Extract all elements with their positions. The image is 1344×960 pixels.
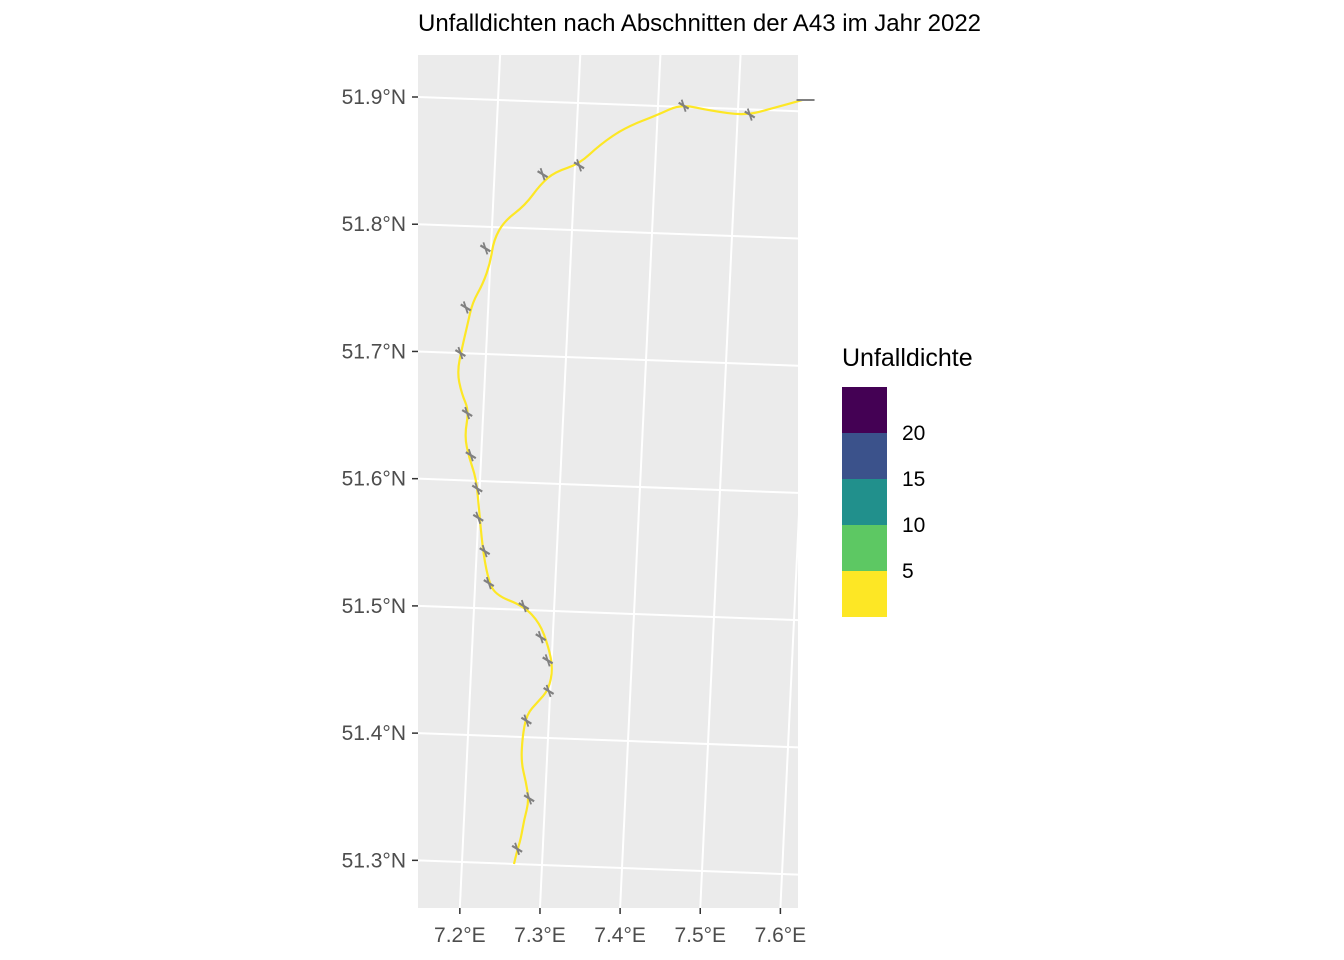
junction-16: [537, 167, 549, 181]
legend-swatch-4: [842, 525, 887, 571]
junction-0: [511, 842, 523, 856]
route-layer: [457, 98, 815, 865]
lat-tick-label-4: 51.5°N: [342, 595, 406, 618]
junction-layer: [454, 99, 756, 856]
chart-title: Unfalldichten nach Abschnitten der A43 i…: [418, 10, 982, 37]
lat-gridline-5: [417, 223, 799, 240]
lat-axis: 51.9°N 51.8°N 51.7°N 51.6°N 51.5°N 51.4°N 51.3…: [342, 86, 418, 872]
lon-axis: 7.2°E 7.3°E 7.4°E 7.5°E 7.6°E: [434, 908, 806, 947]
junction-6: [518, 599, 530, 613]
lat-gridline-0: [417, 859, 799, 876]
legend-title: Unfalldichte: [842, 344, 973, 372]
lon-tick-label-0: 7.2°E: [434, 924, 486, 947]
lon-tick-label-2: 7.4°E: [594, 924, 646, 947]
junction-15: [479, 242, 491, 255]
junction-18: [678, 99, 690, 112]
lat-gridline-4: [417, 350, 799, 367]
lon-gridline-2: [619, 54, 662, 909]
lon-tick-label-4: 7.6°E: [755, 924, 807, 947]
legend-label-10: 10: [902, 514, 926, 537]
legend-swatch-2: [842, 433, 887, 479]
junction-2: [520, 714, 532, 727]
lat-tick-label-6: 51.3°N: [342, 849, 406, 872]
legend-label-5: 5: [902, 560, 914, 583]
junction-14: [460, 301, 472, 314]
lat-tick-label-2: 51.7°N: [342, 340, 406, 363]
lon-tick-label-3: 7.5°E: [674, 924, 726, 947]
lon-gridline-1: [538, 54, 582, 909]
lon-gridline-3: [699, 54, 742, 909]
lon-gridline-4: [779, 54, 822, 909]
lat-tick-label-0: 51.9°N: [342, 86, 406, 109]
lat-tick-label-5: 51.4°N: [342, 722, 406, 745]
lat-tick-label-1: 51.8°N: [342, 213, 406, 236]
junction-12: [461, 406, 473, 420]
junction-1: [523, 792, 535, 805]
route-line: [457, 98, 803, 865]
lat-gridline-3: [417, 477, 799, 494]
legend-label-20: 20: [902, 422, 926, 445]
junction-13: [454, 346, 466, 360]
junction-19: [744, 108, 756, 121]
junction-10: [471, 482, 483, 495]
junction-17: [573, 159, 585, 172]
junction-5: [535, 630, 547, 644]
legend-swatch-1: [842, 387, 887, 433]
graticule: [417, 54, 822, 909]
legend-swatch-3: [842, 479, 887, 525]
lon-gridline-0: [458, 54, 502, 909]
junction-4: [542, 654, 554, 667]
junction-3: [543, 684, 555, 698]
legend: Unfalldichte 20 15 10 5: [842, 344, 973, 617]
junction-8: [479, 544, 491, 558]
legend-swatch-5: [842, 571, 887, 617]
lat-gridline-2: [417, 604, 799, 622]
lon-tick-label-1: 7.3°E: [514, 924, 566, 947]
junction-7: [483, 576, 495, 590]
lat-tick-label-3: 51.6°N: [342, 468, 406, 491]
junction-11: [465, 448, 477, 462]
lat-gridline-1: [417, 732, 799, 749]
lat-gridline-6: [417, 96, 799, 113]
legend-label-15: 15: [902, 468, 926, 491]
junction-9: [472, 511, 484, 525]
